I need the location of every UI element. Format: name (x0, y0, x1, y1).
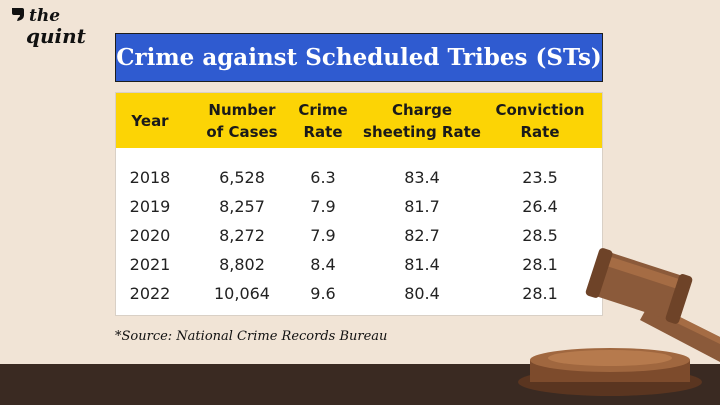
data-table: Year Number of Cases Crime Rate Charge sheetin… (115, 92, 603, 316)
brand-name-line1: the (29, 6, 61, 26)
table-cell-conviction-rate: 26.4 (522, 197, 558, 216)
table-cell-crime-rate: 7.9 (310, 226, 336, 245)
table-cell-number-of-cases: 8,272 (219, 226, 265, 245)
table-cell-crime-rate: 6.3 (310, 168, 336, 187)
table-header-row: Year Number of Cases Crime Rate Charge sheetin… (116, 93, 602, 148)
table-cell-number-of-cases: 8,802 (219, 255, 265, 274)
table-cell-number-of-cases: 6,528 (219, 168, 265, 187)
table-cell-year: 2021 (129, 255, 171, 274)
table-cell-conviction-rate: 28.1 (522, 284, 558, 303)
table-cell-year: 2018 (129, 168, 171, 187)
column-header-line: Rate (520, 123, 560, 141)
table-cell-charge-sheeting-rate: 83.4 (404, 168, 440, 187)
column-header-line: Rate (303, 123, 343, 141)
table-cell-conviction-rate: 28.5 (522, 226, 558, 245)
table-cell-charge-sheeting-rate: 81.7 (404, 197, 440, 216)
table-cell-year: 2022 (129, 284, 171, 303)
quote-mark-icon (12, 8, 24, 21)
table-cell-number-of-cases: 10,064 (214, 284, 270, 303)
column-header-year: Year (120, 110, 180, 132)
column-header-line: Charge (391, 101, 453, 119)
source-note: *Source: National Crime Records Bureau (115, 329, 388, 344)
table-cell-number-of-cases: 8,257 (219, 197, 265, 216)
column-header-line: Number (208, 101, 276, 119)
table-cell-conviction-rate: 28.1 (522, 255, 558, 274)
table-cell-conviction-rate: 23.5 (522, 168, 558, 187)
table-cell-year: 2019 (129, 197, 171, 216)
column-header-line: of Cases (206, 123, 278, 141)
table-cell-crime-rate: 7.9 (310, 197, 336, 216)
column-header-conviction-rate: Conviction Rate (480, 99, 600, 143)
table-cell-crime-rate: 9.6 (310, 284, 336, 303)
column-header-line: Year (131, 112, 169, 130)
column-header-charge-sheeting-rate: Charge sheeting Rate (352, 99, 492, 143)
brand-logo[interactable]: the quint (10, 6, 90, 52)
column-header-crime-rate: Crime Rate (288, 99, 358, 143)
column-header-line: Crime (298, 101, 348, 119)
table-cell-crime-rate: 8.4 (310, 255, 336, 274)
brand-name-line2: quint (26, 24, 86, 48)
column-header-number-of-cases: Number of Cases (187, 99, 297, 143)
page-title: Crime against Scheduled Tribes (STs) (116, 44, 602, 71)
column-header-line: sheeting Rate (363, 123, 481, 141)
title-banner: Crime against Scheduled Tribes (STs) (115, 33, 603, 82)
table-cell-charge-sheeting-rate: 82.7 (404, 226, 440, 245)
column-header-line: Conviction (495, 101, 585, 119)
table-cell-charge-sheeting-rate: 81.4 (404, 255, 440, 274)
gavel-icon (518, 248, 720, 396)
table-cell-year: 2020 (129, 226, 171, 245)
table-cell-charge-sheeting-rate: 80.4 (404, 284, 440, 303)
